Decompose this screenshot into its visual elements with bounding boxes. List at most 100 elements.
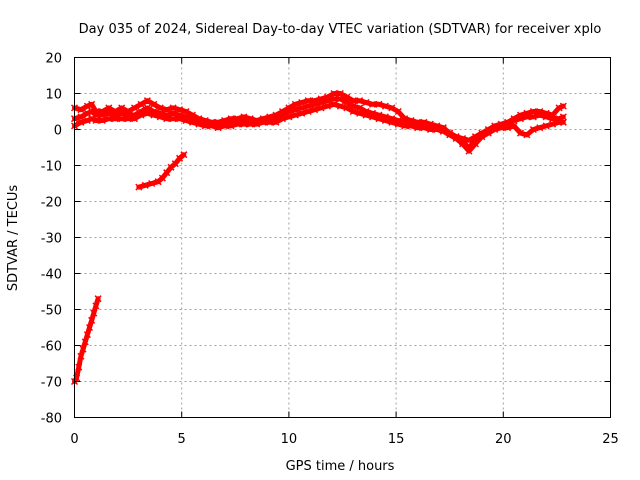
data-point (83, 116, 91, 125)
data-point (542, 113, 550, 121)
data-point (88, 316, 96, 324)
data-point (516, 129, 524, 137)
data-point (414, 124, 422, 132)
chart-title: Day 035 of 2024, Sidereal Day-to-day VTE… (79, 22, 602, 37)
data-point (542, 122, 550, 130)
x-axis-label: GPS time / hours (286, 459, 395, 474)
data-point (131, 115, 139, 123)
x-tick-label: 5 (178, 432, 186, 447)
data-point (497, 124, 505, 132)
data-point (246, 120, 254, 128)
data-point (394, 120, 402, 128)
data-point (336, 102, 344, 110)
data-point (356, 109, 364, 117)
data-point (478, 133, 486, 141)
data-point (375, 100, 383, 108)
data-point (83, 331, 91, 339)
data-point (182, 116, 190, 125)
y-tick-label: -80 (41, 412, 62, 427)
data-point (368, 113, 377, 121)
data-point (362, 111, 370, 119)
data-point (555, 104, 563, 112)
data-point (510, 122, 518, 130)
data-point (523, 131, 531, 139)
data-point (118, 115, 126, 123)
data-point (182, 107, 190, 116)
data-point (536, 124, 544, 132)
data-point (79, 345, 87, 353)
data-point (118, 109, 126, 117)
data-point (156, 113, 164, 121)
axis-ticks: 0 5 10 15 20 25 20 10 0 -10 -20 -30 -40 -50 -60 -70 -80 (41, 52, 619, 448)
data-point (278, 115, 286, 123)
data-point (311, 100, 319, 108)
data-point (559, 113, 567, 121)
data-point (330, 89, 338, 98)
data-point (77, 118, 85, 126)
data-point (208, 122, 216, 130)
data-point (401, 122, 409, 130)
data-point (131, 104, 139, 112)
data-point (77, 113, 85, 121)
data-point (88, 100, 96, 108)
data-point (484, 129, 492, 137)
data-point (233, 120, 241, 128)
data-point (105, 115, 113, 123)
data-point (176, 115, 184, 123)
data-point (394, 107, 402, 116)
data-point (169, 104, 177, 112)
data-point (98, 111, 106, 119)
data-point (336, 95, 344, 103)
data-point (304, 107, 312, 116)
data-point (214, 124, 222, 132)
data-point (559, 118, 567, 126)
data-point (188, 118, 196, 126)
y-tick-label: -10 (41, 160, 62, 175)
data-point (471, 140, 479, 148)
data-point (272, 118, 280, 126)
data-point (94, 295, 102, 303)
data-point (343, 98, 351, 107)
data-point (124, 115, 132, 123)
data-point (141, 181, 149, 189)
y-tick-label: 20 (45, 52, 62, 67)
data-point (75, 363, 83, 371)
data-point (180, 151, 188, 159)
data-point (298, 109, 306, 117)
data-point (201, 122, 209, 130)
x-tick-label: 25 (602, 432, 619, 447)
data-point (148, 179, 156, 188)
data-point (330, 100, 338, 108)
data-point (259, 118, 267, 126)
data-point (304, 102, 312, 110)
data-point (446, 131, 454, 139)
data-point (317, 104, 325, 112)
data-point (536, 111, 544, 119)
data-point (323, 102, 332, 110)
data-point (227, 122, 235, 130)
data-point (285, 113, 293, 121)
data-point (330, 95, 338, 103)
data-layer (70, 89, 567, 386)
data-point (323, 97, 332, 105)
data-point (291, 106, 299, 114)
data-point (291, 111, 299, 119)
data-point (491, 125, 499, 134)
data-point (77, 352, 85, 360)
data-point (349, 107, 357, 116)
data-point (459, 140, 467, 148)
data-point (171, 160, 179, 168)
data-point (549, 120, 557, 128)
data-point (137, 111, 145, 119)
data-point (439, 127, 447, 135)
data-point (135, 183, 143, 191)
data-point (291, 100, 299, 108)
data-point (356, 97, 364, 105)
y-tick-label: -40 (41, 268, 62, 283)
data-point (98, 116, 106, 125)
y-axis-label: SDTVAR / TECUs (6, 185, 21, 292)
data-point (304, 97, 312, 105)
data-point (221, 122, 229, 130)
data-point (381, 102, 389, 110)
